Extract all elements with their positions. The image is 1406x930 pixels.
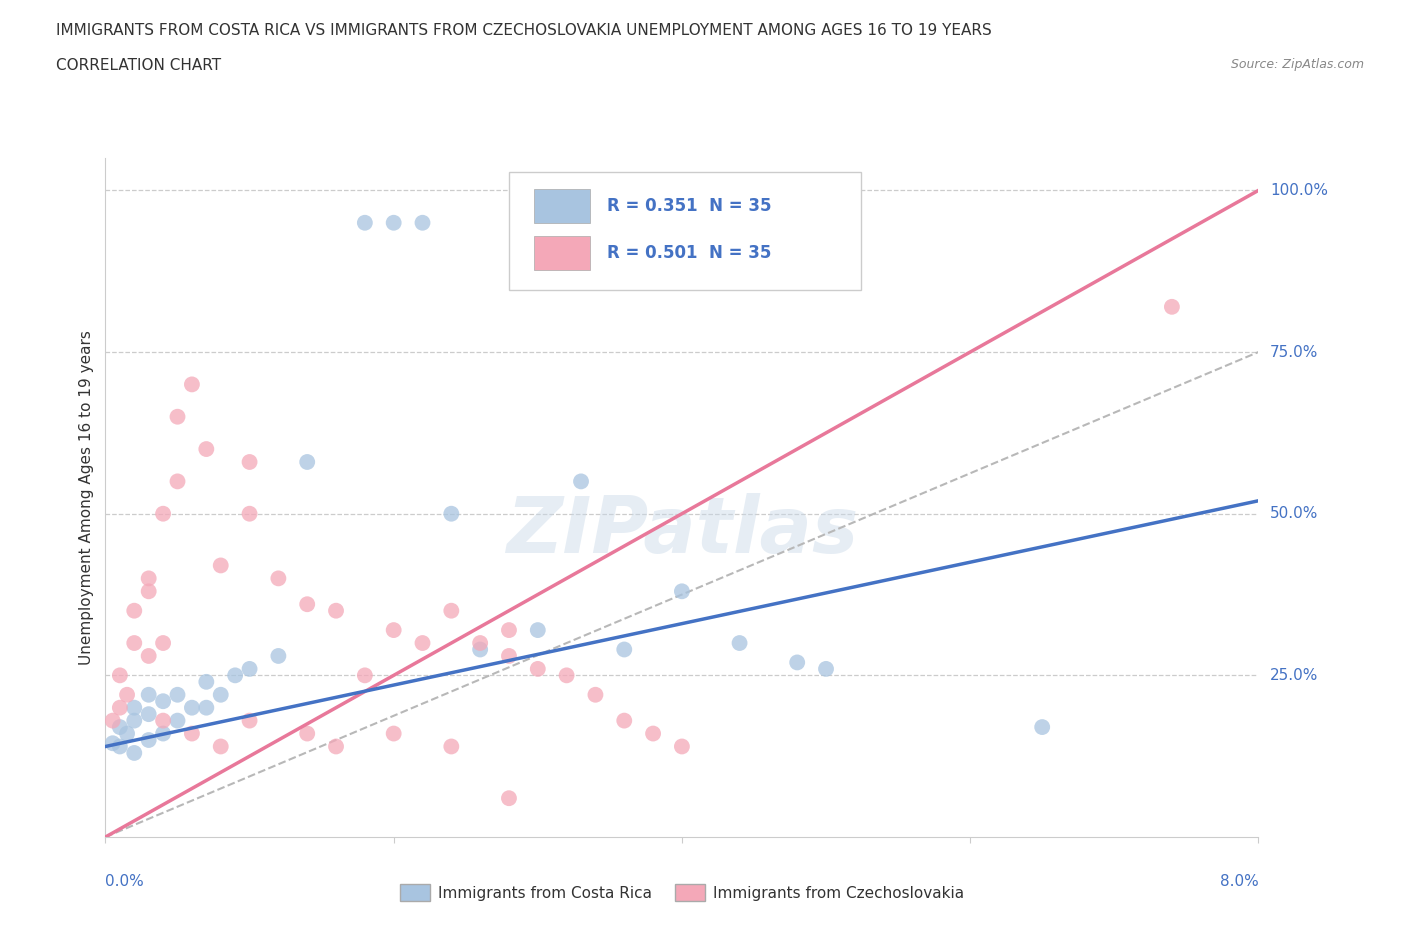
Point [382, 216, 405, 231]
Point [440, 506, 463, 521]
Text: 100.0%: 100.0% [1270, 183, 1327, 198]
Point [138, 648, 160, 663]
Point [138, 687, 160, 702]
Point [411, 216, 433, 231]
Point [124, 713, 146, 728]
Text: ZIPatlas: ZIPatlas [506, 494, 858, 569]
Point [440, 604, 463, 618]
Text: 50.0%: 50.0% [1270, 506, 1319, 521]
Point [166, 713, 188, 728]
Point [115, 726, 138, 741]
Point [267, 571, 290, 586]
Point [166, 687, 188, 702]
Point [152, 713, 174, 728]
Point [152, 694, 174, 709]
Point [498, 648, 520, 663]
Point [526, 623, 548, 638]
Point [728, 635, 751, 650]
Point [209, 558, 232, 573]
Point [526, 661, 548, 676]
Point [671, 739, 693, 754]
Point [180, 726, 202, 741]
Point [209, 687, 232, 702]
Point [108, 668, 131, 683]
Point [440, 739, 463, 754]
Point [239, 506, 262, 521]
Text: 25.0%: 25.0% [1270, 668, 1319, 683]
Point [295, 597, 318, 612]
Point [195, 674, 218, 689]
Text: 8.0%: 8.0% [1219, 874, 1258, 889]
Text: CORRELATION CHART: CORRELATION CHART [56, 58, 221, 73]
Point [295, 455, 318, 470]
Point [152, 635, 174, 650]
Point [152, 506, 174, 521]
Point [239, 661, 262, 676]
Point [166, 409, 188, 424]
Point [124, 604, 146, 618]
Text: R = 0.501  N = 35: R = 0.501 N = 35 [607, 245, 772, 262]
Point [239, 713, 262, 728]
Point [180, 700, 202, 715]
Point [498, 790, 520, 805]
Point [786, 655, 808, 670]
Point [353, 668, 375, 683]
Point [1160, 299, 1182, 314]
Point [555, 668, 578, 683]
Point [585, 687, 607, 702]
Point [1031, 720, 1053, 735]
Point [166, 474, 188, 489]
Text: 75.0%: 75.0% [1270, 345, 1319, 360]
Point [295, 726, 318, 741]
FancyBboxPatch shape [509, 172, 860, 290]
Point [124, 746, 146, 761]
Point [468, 642, 492, 657]
Point [101, 736, 124, 751]
Y-axis label: Unemployment Among Ages 16 to 19 years: Unemployment Among Ages 16 to 19 years [79, 330, 94, 665]
Point [108, 720, 131, 735]
Point [138, 584, 160, 599]
Point [353, 216, 375, 231]
Point [152, 726, 174, 741]
Point [209, 739, 232, 754]
Text: R = 0.351  N = 35: R = 0.351 N = 35 [607, 196, 772, 215]
Point [195, 442, 218, 457]
Text: Source: ZipAtlas.com: Source: ZipAtlas.com [1230, 58, 1364, 71]
Point [671, 584, 693, 599]
Text: IMMIGRANTS FROM COSTA RICA VS IMMIGRANTS FROM CZECHOSLOVAKIA UNEMPLOYMENT AMONG : IMMIGRANTS FROM COSTA RICA VS IMMIGRANTS… [56, 23, 993, 38]
Point [108, 700, 131, 715]
Point [613, 642, 636, 657]
Point [815, 661, 838, 676]
Point [641, 726, 665, 741]
Point [267, 648, 290, 663]
Point [382, 726, 405, 741]
Legend: Immigrants from Costa Rica, Immigrants from Czechoslovakia: Immigrants from Costa Rica, Immigrants f… [394, 878, 970, 908]
Point [138, 571, 160, 586]
Point [124, 700, 146, 715]
Point [224, 668, 246, 683]
Point [115, 687, 138, 702]
Point [138, 733, 160, 748]
Point [138, 707, 160, 722]
Point [325, 739, 347, 754]
Text: 0.0%: 0.0% [105, 874, 145, 889]
Point [195, 700, 218, 715]
Point [108, 739, 131, 754]
Point [411, 635, 433, 650]
FancyBboxPatch shape [534, 189, 589, 222]
Point [468, 635, 492, 650]
Point [613, 713, 636, 728]
FancyBboxPatch shape [534, 236, 589, 270]
Point [382, 623, 405, 638]
Point [239, 455, 262, 470]
Point [180, 377, 202, 392]
Point [498, 623, 520, 638]
Point [101, 713, 124, 728]
Point [325, 604, 347, 618]
Point [569, 474, 592, 489]
Point [124, 635, 146, 650]
